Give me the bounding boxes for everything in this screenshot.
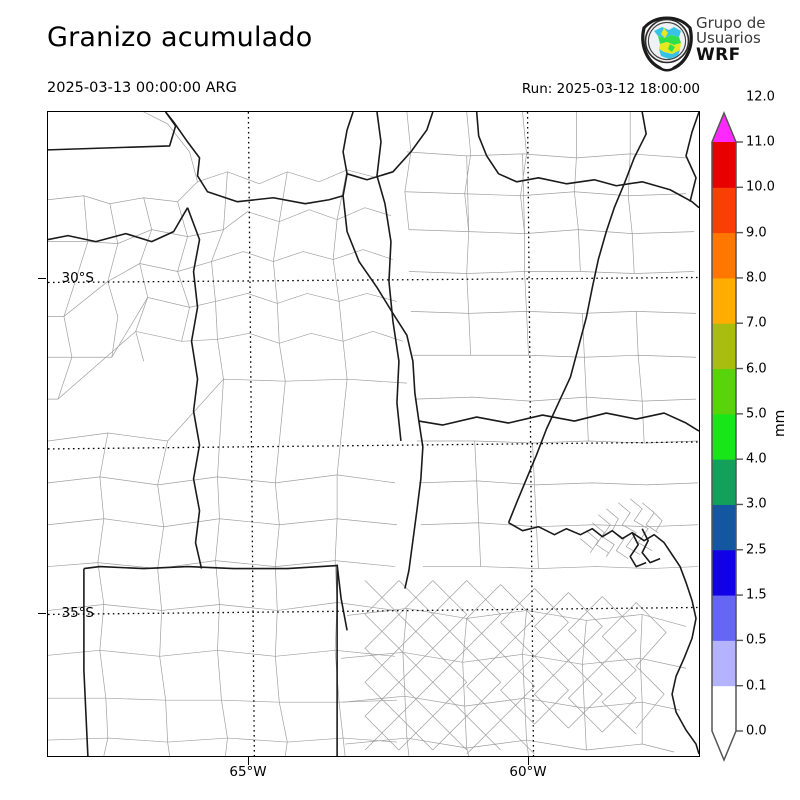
- ytick-label-35s: 35°S: [61, 605, 95, 621]
- globe-seal-icon: [638, 14, 696, 72]
- partido-boundaries: [341, 498, 687, 756]
- colorbar-tick-label: 7.0: [746, 315, 767, 331]
- valid-time-label: 2025-03-13 00:00:00 ARG: [47, 80, 237, 96]
- colorbar-tick-label: 8.0: [746, 270, 767, 286]
- xtick-label-60w: 60°W: [509, 764, 547, 780]
- colorbar[interactable]: 0.0 0.1 0.5 1.5 2.5 3.0 4.0 5.0 6.0 7.0 8.0 9.0 10.0…: [700, 89, 800, 770]
- colorbar-band: [712, 459, 736, 505]
- brand-logo-text: Grupo de Usuarios WRF: [696, 14, 800, 65]
- colorbar-band: [712, 142, 736, 188]
- colorbar-band: [712, 595, 736, 641]
- xtick-label-65w: 65°W: [229, 764, 267, 780]
- xtick-mark-60w: [528, 757, 530, 765]
- ytick-mark-35s: [38, 613, 46, 615]
- graticule: [48, 112, 699, 756]
- province-boundaries: [48, 112, 699, 756]
- colorbar-over-arrow: [712, 113, 736, 142]
- colorbar-tick-label: 9.0: [746, 225, 767, 241]
- colorbar-band: [712, 232, 736, 279]
- department-boundaries: [48, 112, 699, 756]
- colorbar-under-arrow: [712, 731, 736, 760]
- colorbar-tick-label: 3.0: [746, 496, 767, 512]
- logo-line-3: WRF: [696, 44, 741, 65]
- colorbar-tick-label: 5.0: [746, 406, 767, 422]
- colorbar-tick-label: 6.0: [746, 361, 767, 377]
- run-time-label: Run: 2025-03-12 18:00:00: [521, 81, 700, 97]
- colorbar-tick-label: 2.5: [746, 542, 767, 558]
- ytick-label-30s: 30°S: [61, 270, 95, 286]
- logo-line-2: Usuarios: [696, 29, 761, 48]
- colorbar-tick-label: 0.0: [746, 723, 767, 739]
- colorbar-tick-label: 12.0: [746, 89, 775, 105]
- xtick-mark-65w: [248, 757, 250, 765]
- colorbar-band: [712, 640, 736, 687]
- map-vector-layer: [48, 112, 699, 756]
- colorbar-unit-label: mm: [772, 409, 788, 437]
- brand-logo: Grupo de Usuarios WRF: [638, 12, 800, 76]
- colorbar-tick-label: 0.1: [746, 678, 767, 694]
- colorbar-band: [712, 413, 736, 460]
- colorbar-tick-label: 11.0: [746, 134, 775, 150]
- logo-line-1: Grupo de: [696, 14, 766, 32]
- map-plot-area[interactable]: [47, 111, 700, 757]
- colorbar-band: [712, 685, 736, 732]
- colorbar-band: [712, 549, 736, 596]
- colorbar-band: [712, 504, 736, 551]
- colorbar-swatches: [711, 111, 743, 762]
- colorbar-band: [712, 323, 736, 370]
- colorbar-tick-label: 1.5: [746, 587, 767, 603]
- colorbar-tick-label: 10.0: [746, 179, 775, 195]
- colorbar-band: [712, 368, 736, 415]
- colorbar-band: [712, 277, 736, 324]
- page-title: Granizo acumulado: [47, 22, 313, 53]
- ytick-mark-30s: [38, 278, 46, 280]
- colorbar-tick-label: 0.5: [746, 632, 767, 648]
- colorbar-tick-label: 4.0: [746, 451, 767, 467]
- colorbar-band: [712, 187, 736, 234]
